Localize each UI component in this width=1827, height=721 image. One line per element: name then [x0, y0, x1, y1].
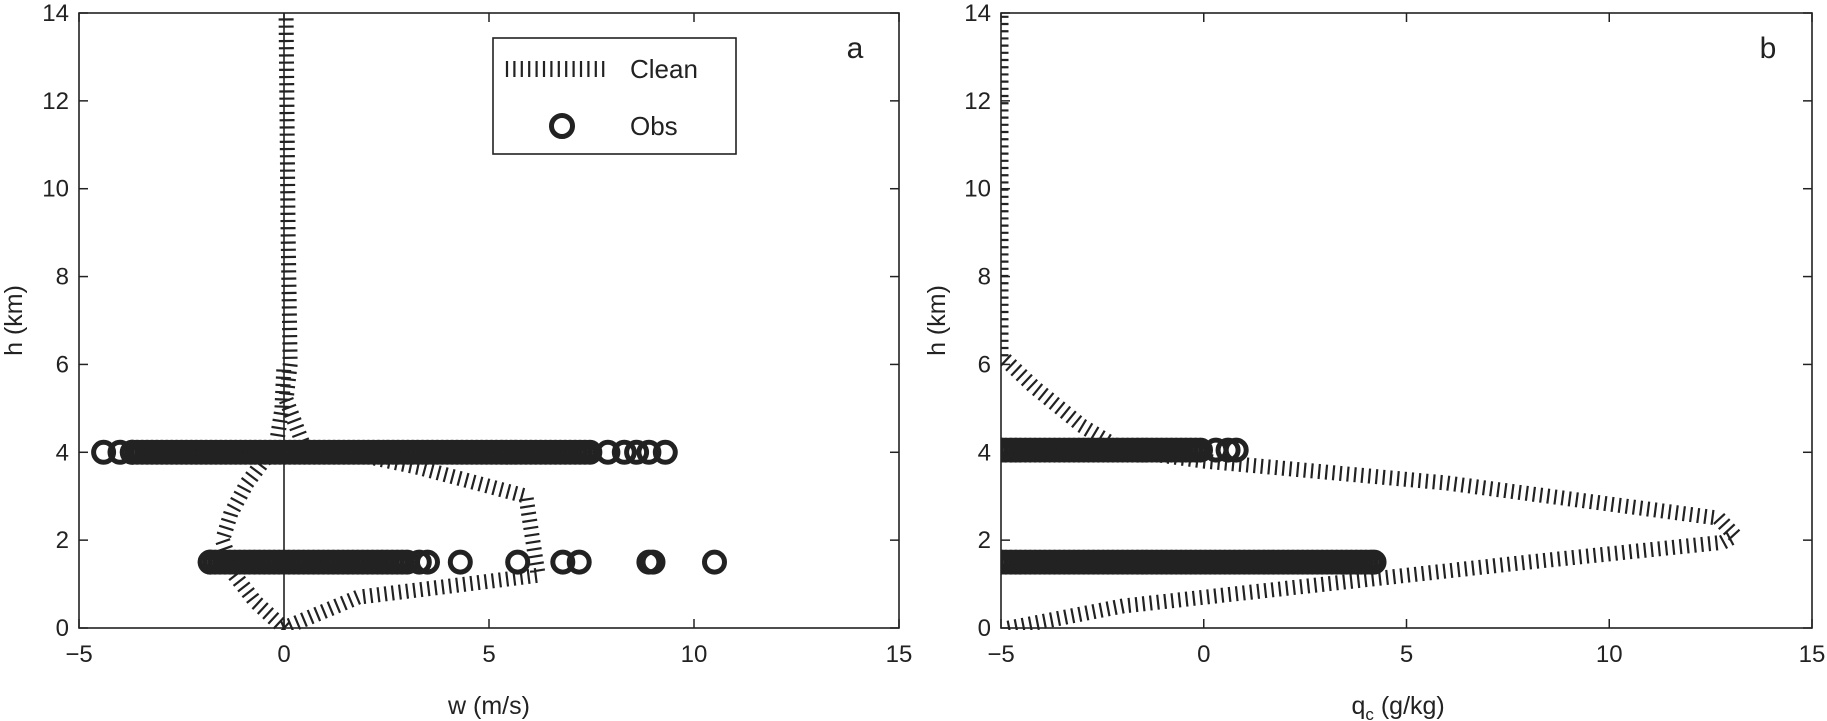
- clean-profile-line-0: [1001, 15, 1741, 630]
- y-axis-title: h (km): [0, 285, 28, 356]
- obs-point: [550, 549, 576, 575]
- obs-point: [1215, 437, 1241, 463]
- x-tick-label: 0: [1197, 641, 1210, 668]
- x-axis-title: w (m/s): [447, 692, 530, 720]
- obs-point: [702, 549, 727, 575]
- legend-clean-swatch: [505, 61, 605, 77]
- y-tick-label: 0: [56, 615, 69, 642]
- y-axis-title: h (km): [923, 285, 951, 356]
- x-tick-label: 15: [1799, 641, 1826, 668]
- legend-clean-label: Clean: [630, 54, 698, 84]
- y-tick-label: 2: [56, 527, 69, 554]
- obs-point: [636, 439, 662, 465]
- obs-point: [611, 439, 637, 465]
- x-tick-label: 15: [886, 641, 913, 668]
- obs-point: [197, 549, 223, 575]
- obs-point: [1001, 549, 1014, 575]
- x-axis-title: qc (g/kg): [1352, 692, 1445, 721]
- y-tick-label: 4: [978, 439, 991, 466]
- obs-row-1: [197, 549, 727, 575]
- obs-point: [406, 549, 432, 575]
- obs-point: [566, 549, 592, 575]
- y-tick-label: 2: [978, 527, 991, 554]
- obs-point: [505, 549, 531, 575]
- obs-point: [119, 439, 145, 465]
- obs-point: [595, 439, 621, 465]
- x-tick-label: −5: [65, 641, 92, 668]
- x-tick-label: 5: [482, 641, 495, 668]
- y-tick-label: 12: [42, 88, 69, 115]
- legend-obs-label: Obs: [630, 111, 678, 141]
- y-tick-label: 12: [964, 88, 991, 115]
- y-tick-label: 14: [964, 0, 991, 27]
- obs-point: [1188, 437, 1214, 463]
- y-tick-label: 6: [978, 351, 991, 378]
- obs-point: [1361, 549, 1387, 575]
- y-tick-label: 4: [56, 439, 69, 466]
- x-tick-label: −5: [987, 641, 1014, 668]
- x-tick-label: 0: [277, 641, 290, 668]
- y-tick-label: 10: [42, 176, 69, 203]
- obs-point: [1223, 437, 1249, 463]
- y-tick-label: 6: [56, 351, 69, 378]
- obs-row-1: [1001, 549, 1387, 575]
- x-tick-label: 5: [1400, 641, 1413, 668]
- x-tick-label: 10: [681, 641, 708, 668]
- legend-obs-swatch: [549, 113, 575, 139]
- obs-point: [91, 439, 117, 465]
- axes-frame: [78, 12, 900, 629]
- clean-profile-line-1: [215, 369, 292, 630]
- y-tick-label: 8: [978, 264, 991, 291]
- obs-point: [415, 549, 440, 575]
- obs-point: [1001, 437, 1014, 463]
- legend: Clean Obs: [492, 37, 737, 155]
- obs-point: [447, 549, 473, 575]
- axes-frame: [1000, 12, 1813, 629]
- obs-point: [624, 439, 650, 465]
- plot-area-b: [1001, 15, 1741, 630]
- legend-box: [492, 37, 737, 155]
- obs-point: [640, 549, 666, 575]
- x-tick-label: 10: [1596, 641, 1623, 668]
- panel-label: a: [847, 32, 864, 65]
- obs-row-0: [1001, 437, 1249, 463]
- x-axis-title-unit: (g/kg): [1374, 692, 1445, 720]
- y-tick-label: 14: [42, 0, 69, 27]
- obs-point: [107, 439, 133, 465]
- x-axis-title-subscript: c: [1365, 705, 1374, 721]
- panel-label: b: [1760, 32, 1777, 65]
- y-tick-label: 8: [56, 264, 69, 291]
- obs-row-0: [91, 439, 678, 465]
- plot-area-a: [91, 13, 727, 630]
- obs-point: [652, 439, 678, 465]
- x-axis-title-main: q: [1352, 692, 1366, 720]
- y-tick-label: 10: [964, 176, 991, 203]
- y-tick-label: 0: [978, 615, 991, 642]
